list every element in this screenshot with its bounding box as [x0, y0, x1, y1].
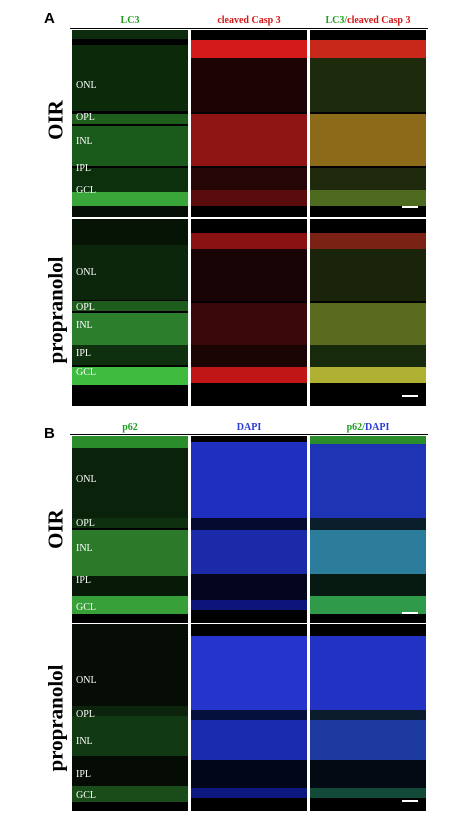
layer-label-gcl: GCL — [76, 602, 96, 613]
b-oir-dapi-texture — [191, 436, 307, 621]
layer-label-ipl: IPL — [76, 163, 91, 174]
layer-label-gcl: GCL — [76, 185, 96, 196]
layer-label-onl: ONL — [76, 675, 97, 686]
scale-bar — [402, 395, 418, 397]
layer-label-inl: INL — [76, 543, 93, 554]
a-propranolol-casp3-image — [191, 219, 307, 406]
b-propranolol-dapi-image — [191, 624, 307, 811]
row-label-oir-b: OIR — [43, 509, 68, 549]
row-label-propranolol-b: propranolol — [43, 664, 68, 772]
layer-label-gcl: GCL — [76, 367, 96, 378]
layer-label-onl: ONL — [76, 80, 97, 91]
layer-label-gcl: GCL — [76, 790, 96, 801]
a-propranolol-merge-image — [310, 219, 426, 406]
panel-b-letter: B — [44, 425, 55, 442]
layer-label-inl: INL — [76, 736, 93, 747]
col-title-merge-a-red: cleaved Casp 3 — [347, 15, 411, 26]
scale-bar — [402, 800, 418, 802]
a-propranolol-merge-texture — [310, 219, 426, 406]
col-title-dapi: DAPI — [236, 422, 262, 433]
col-title-merge-a-green: LC3/ — [325, 15, 348, 26]
b-propranolol-merge-image — [310, 624, 426, 811]
a-propranolol-casp3-texture — [191, 219, 307, 406]
panel-b-top-frame — [70, 434, 428, 435]
scale-bar — [402, 612, 418, 614]
panel-a-top-frame — [70, 28, 428, 29]
scale-bar — [402, 206, 418, 208]
col-title-cleaved-casp3: cleaved Casp 3 — [217, 15, 281, 26]
b-oir-p62-image: ONL OPL INL IPL GCL — [72, 436, 188, 623]
layer-label-ipl: IPL — [76, 348, 91, 359]
col-title-merge-b-blue: DAPI — [364, 422, 390, 433]
col-title-merge-b: p62/DAPI — [310, 422, 426, 433]
b-propranolol-p62-texture — [72, 624, 188, 809]
a-oir-lc3-texture — [72, 30, 188, 217]
layer-label-opl: OPL — [76, 518, 95, 529]
col-title-merge-a: LC3/cleaved Casp 3 — [310, 15, 426, 26]
b-oir-merge-texture — [310, 436, 426, 621]
a-propranolol-lc3-texture — [72, 219, 188, 406]
col-title-merge-b-green: p62/ — [346, 422, 365, 433]
a-oir-merge-texture — [310, 30, 426, 217]
b-propranolol-merge-texture — [310, 624, 426, 809]
layer-label-opl: OPL — [76, 112, 95, 123]
b-oir-merge-image — [310, 436, 426, 623]
layer-label-inl: INL — [76, 320, 93, 331]
a-oir-merge-image — [310, 30, 426, 217]
a-oir-casp3-texture — [191, 30, 307, 217]
layer-label-onl: ONL — [76, 267, 97, 278]
layer-label-ipl: IPL — [76, 575, 91, 586]
b-oir-p62-texture — [72, 436, 188, 621]
panel-a-letter: A — [44, 10, 55, 27]
b-propranolol-p62-image: ONL OPL INL IPL GCL — [72, 624, 188, 811]
a-oir-casp3-image — [191, 30, 307, 217]
layer-label-inl: INL — [76, 136, 93, 147]
layer-label-ipl: IPL — [76, 769, 91, 780]
layer-label-onl: ONL — [76, 474, 97, 485]
col-title-p62: p62 — [122, 422, 138, 433]
b-propranolol-dapi-texture — [191, 624, 307, 809]
row-label-oir-a: OIR — [43, 100, 68, 140]
col-title-lc3: LC3 — [120, 15, 140, 26]
b-oir-dapi-image — [191, 436, 307, 623]
a-oir-lc3-image: ONL OPL INL IPL GCL — [72, 30, 188, 217]
layer-label-opl: OPL — [76, 709, 95, 720]
layer-label-opl: OPL — [76, 302, 95, 313]
a-propranolol-lc3-image: ONL OPL INL IPL GCL — [72, 219, 188, 406]
row-label-propranolol-a: propranolol — [43, 256, 68, 364]
